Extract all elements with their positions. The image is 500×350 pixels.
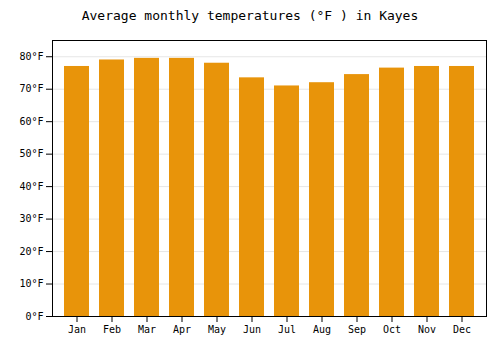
svg-text:Aug: Aug [313, 324, 331, 335]
svg-text:Jan: Jan [68, 324, 86, 335]
svg-text:Oct: Oct [383, 324, 401, 335]
svg-text:Nov: Nov [418, 324, 436, 335]
svg-text:50°F: 50°F [19, 148, 43, 159]
svg-text:Jun: Jun [243, 324, 261, 335]
svg-text:40°F: 40°F [19, 181, 43, 192]
svg-text:Jul: Jul [278, 324, 296, 335]
svg-text:60°F: 60°F [19, 116, 43, 127]
svg-text:70°F: 70°F [19, 83, 43, 94]
svg-text:Mar: Mar [138, 324, 156, 335]
svg-text:Dec: Dec [453, 324, 471, 335]
svg-text:30°F: 30°F [19, 213, 43, 224]
svg-text:Sep: Sep [348, 324, 366, 335]
svg-text:Apr: Apr [173, 324, 191, 335]
svg-text:20°F: 20°F [19, 246, 43, 257]
svg-text:10°F: 10°F [19, 278, 43, 289]
html-text:Average monthly temperatures (: Average monthly temperatures (°F ) in Ka… [81, 8, 419, 23]
svg-text:May: May [208, 324, 226, 335]
svg-text:0°F: 0°F [25, 311, 43, 322]
svg-text:Feb: Feb [103, 324, 121, 335]
svg-text:80°F: 80°F [19, 51, 43, 62]
